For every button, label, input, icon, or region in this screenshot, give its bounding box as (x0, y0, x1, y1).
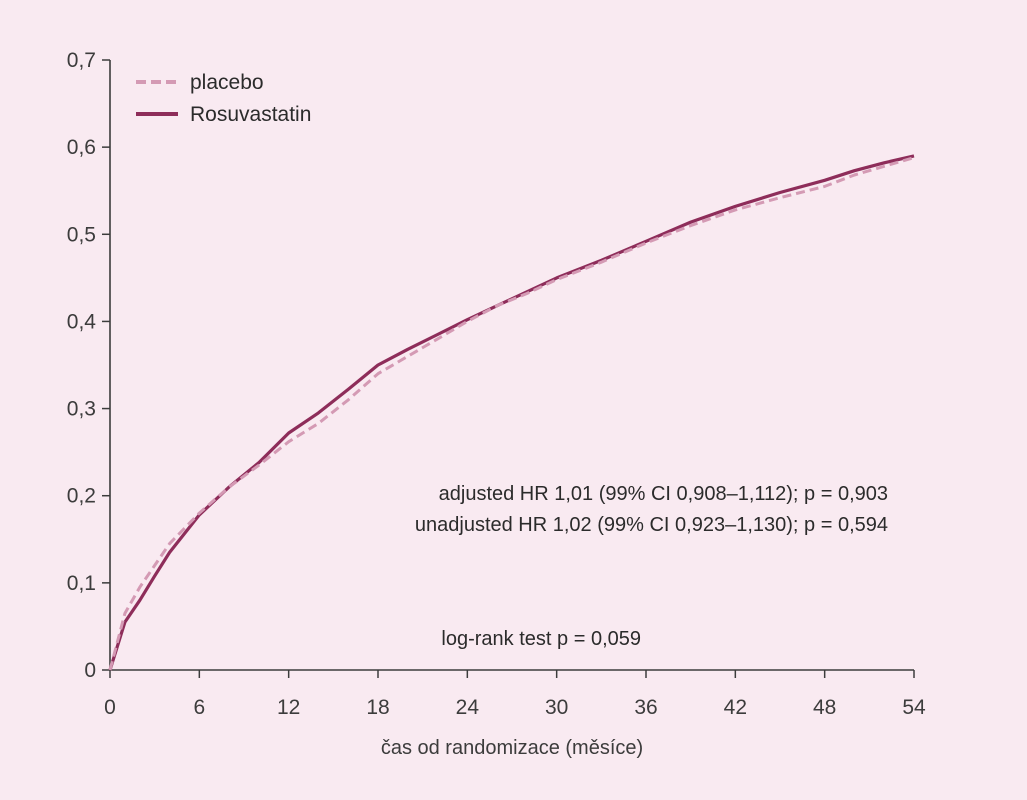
series (108, 154, 915, 671)
x-tick-label: 54 (902, 696, 926, 719)
series-line-rosuvastatin (108, 154, 915, 671)
x-tick-label: 24 (456, 696, 480, 719)
y-tick-label: 0,2 (67, 485, 96, 508)
annotation-adjusted-hr: adjusted HR 1,01 (99% CI 0,908–1,112); p… (439, 483, 888, 505)
annotation-log-rank: log-rank test p = 0,059 (441, 628, 641, 650)
x-tick-label: 12 (277, 696, 300, 719)
legend: placebo Rosuvastatin (136, 71, 311, 126)
x-tick-label: 48 (813, 696, 836, 719)
x-tick-label: 18 (366, 696, 389, 719)
y-tick-label: 0,3 (67, 398, 96, 421)
x-axis-title: čas od randomizace (měsíce) (381, 737, 643, 759)
x-tick-label: 42 (724, 696, 747, 719)
y-tick-label: 0,5 (67, 223, 96, 246)
y-tick-label: 0,7 (67, 49, 96, 72)
legend-label-rosuvastatin: Rosuvastatin (190, 103, 311, 126)
x-tick-label: 6 (193, 696, 205, 719)
ticks: 0 0,1 0,2 0,3 0,4 0,5 0,6 0,7 0 6 12 18 24 30 36 42 48 54 (67, 49, 926, 719)
legend-label-placebo: placebo (190, 71, 264, 94)
annotation-unadjusted-hr: unadjusted HR 1,02 (99% CI 0,923–1,130);… (415, 514, 888, 536)
axes (109, 60, 914, 671)
x-tick-label: 36 (634, 696, 657, 719)
y-tick-label: 0,6 (67, 136, 96, 159)
y-tick-label: 0,1 (67, 572, 96, 595)
x-tick-label: 0 (104, 696, 116, 719)
y-tick-label: 0 (84, 659, 96, 682)
series-line-placebo (108, 156, 915, 671)
y-tick-label: 0,4 (67, 310, 97, 333)
x-tick-label: 30 (545, 696, 568, 719)
